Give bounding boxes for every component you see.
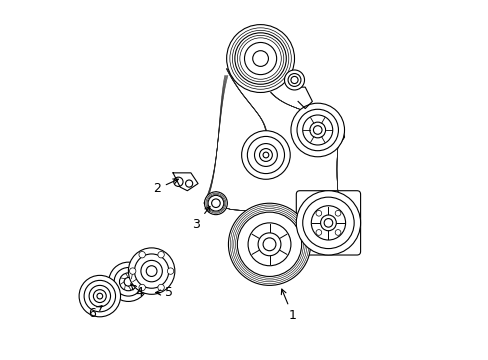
Circle shape <box>234 33 285 84</box>
Circle shape <box>296 109 338 151</box>
Circle shape <box>284 70 304 90</box>
Circle shape <box>252 51 268 66</box>
Text: 3: 3 <box>192 206 209 231</box>
Circle shape <box>320 215 336 231</box>
Circle shape <box>244 42 276 75</box>
Polygon shape <box>173 173 198 191</box>
Circle shape <box>158 252 164 258</box>
Text: 1: 1 <box>281 289 296 322</box>
Circle shape <box>139 284 145 291</box>
Circle shape <box>129 268 136 274</box>
Circle shape <box>309 122 325 138</box>
Circle shape <box>296 191 360 255</box>
Text: 6: 6 <box>87 306 102 320</box>
Circle shape <box>258 233 281 256</box>
Text: 4: 4 <box>130 284 143 299</box>
Circle shape <box>79 275 121 317</box>
Circle shape <box>290 103 344 157</box>
Circle shape <box>108 262 148 301</box>
Circle shape <box>226 24 294 93</box>
Circle shape <box>158 284 164 291</box>
Circle shape <box>128 248 175 294</box>
Circle shape <box>241 131 290 179</box>
Text: 2: 2 <box>153 179 178 195</box>
Circle shape <box>311 206 345 240</box>
Circle shape <box>254 144 277 166</box>
Circle shape <box>139 252 145 258</box>
Text: 5: 5 <box>155 286 173 299</box>
Circle shape <box>167 268 173 274</box>
Circle shape <box>204 192 227 215</box>
Circle shape <box>247 223 290 266</box>
Circle shape <box>228 203 310 285</box>
